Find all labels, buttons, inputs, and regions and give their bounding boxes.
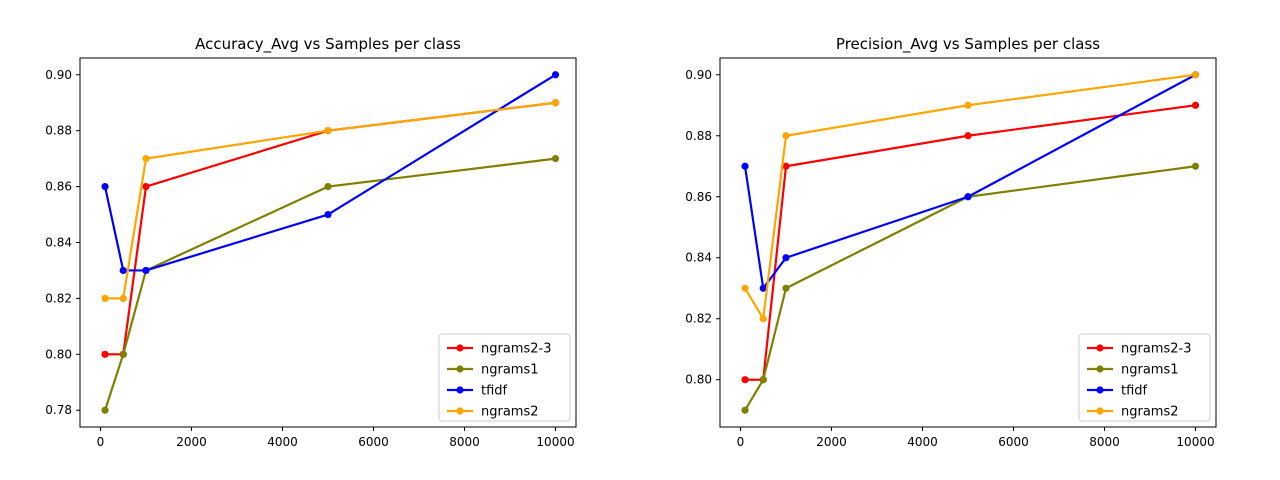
data-point-tfidf xyxy=(101,182,109,191)
y-tick-label: 0.82 xyxy=(685,312,712,326)
data-point-ngrams2 xyxy=(119,294,127,303)
y-tick-label: 0.88 xyxy=(45,124,72,138)
data-point-ngrams1 xyxy=(119,350,127,358)
x-tick-label: 2000 xyxy=(176,435,207,449)
data-point-ngrams2-3 xyxy=(964,132,972,140)
data-point-tfidf xyxy=(324,210,332,219)
x-tick-label: 6000 xyxy=(358,435,389,449)
data-point-tfidf xyxy=(551,71,560,79)
data-point-ngrams2 xyxy=(142,155,150,163)
legend-marker xyxy=(1096,365,1104,373)
legend-marker xyxy=(456,365,464,373)
chart-title: Precision_Avg vs Samples per class xyxy=(836,35,1100,54)
legend: ngrams2-3 ngrams1 tfidf ngrams2 xyxy=(1078,333,1211,422)
plot-frame xyxy=(719,57,1217,428)
data-point-ngrams2 xyxy=(759,315,767,323)
data-point-ngrams1 xyxy=(782,284,790,292)
x-tick-label: 0 xyxy=(737,435,745,449)
legend-marker xyxy=(456,407,464,415)
y-tick-label: 0.90 xyxy=(45,68,72,82)
y-tick-label: 0.86 xyxy=(685,190,712,204)
data-point-ngrams2-3 xyxy=(741,376,749,384)
y-tick-label: 0.84 xyxy=(45,236,72,250)
data-point-tfidf xyxy=(782,254,790,262)
y-tick-label: 0.88 xyxy=(685,129,712,143)
data-point-ngrams2-3 xyxy=(1191,101,1200,109)
data-point-ngrams1 xyxy=(759,376,767,384)
data-point-ngrams1 xyxy=(101,406,109,414)
data-point-tfidf xyxy=(759,284,767,292)
data-point-ngrams1 xyxy=(741,406,749,414)
data-point-ngrams2 xyxy=(101,294,109,303)
y-tick-label: 0.78 xyxy=(45,403,72,417)
legend-marker xyxy=(1096,407,1104,415)
data-point-ngrams2 xyxy=(964,101,972,109)
x-tick-label: 10000 xyxy=(536,435,574,449)
x-tick-label: 4000 xyxy=(267,435,298,449)
legend-label: ngrams2-3 xyxy=(1121,342,1191,357)
data-point-ngrams2 xyxy=(1191,71,1200,79)
y-tick-label: 0.84 xyxy=(685,251,712,265)
x-tick-label: 8000 xyxy=(449,435,480,449)
y-tick-label: 0.86 xyxy=(45,180,72,194)
legend-label: ngrams2 xyxy=(1121,405,1179,420)
x-tick-label: 8000 xyxy=(1089,435,1120,449)
x-tick-label: 0 xyxy=(97,435,105,449)
data-point-ngrams2 xyxy=(782,132,790,140)
legend-marker xyxy=(1096,386,1104,394)
legend: ngrams2-3 ngrams1 tfidf ngrams2 xyxy=(438,333,571,422)
data-point-ngrams1 xyxy=(1191,162,1200,170)
series-line-tfidf xyxy=(103,73,557,272)
x-tick-label: 6000 xyxy=(998,435,1029,449)
legend-marker xyxy=(456,344,464,352)
y-tick-label: 0.82 xyxy=(45,291,72,305)
data-point-tfidf xyxy=(964,193,972,201)
legend-label: ngrams1 xyxy=(481,363,539,378)
precision-chart: Precision_Avg vs Samples per class 0 2000 4… xyxy=(685,35,1217,449)
data-point-tfidf xyxy=(119,266,127,275)
y-tick-label: 0.80 xyxy=(45,347,72,361)
data-point-ngrams1 xyxy=(551,155,560,163)
y-tick-label: 0.90 xyxy=(685,68,712,82)
legend-label: tfidf xyxy=(1121,384,1148,399)
data-point-ngrams2 xyxy=(551,99,560,107)
data-point-tfidf xyxy=(741,162,749,170)
data-point-ngrams2 xyxy=(741,284,749,292)
legend-label: ngrams1 xyxy=(1121,363,1179,378)
data-point-ngrams1 xyxy=(324,182,332,191)
data-point-ngrams2-3 xyxy=(101,350,109,358)
data-point-tfidf xyxy=(142,266,150,275)
data-point-ngrams2 xyxy=(324,127,332,135)
series-line-ngrams2-3 xyxy=(105,101,556,356)
legend-label: ngrams2 xyxy=(481,405,539,420)
x-tick-label: 2000 xyxy=(816,435,847,449)
chart-title: Accuracy_Avg vs Samples per class xyxy=(195,35,461,54)
legend-marker xyxy=(456,386,464,394)
accuracy-chart: Accuracy_Avg vs Samples per class 0 2000 40… xyxy=(45,35,577,449)
x-tick-label: 4000 xyxy=(907,435,938,449)
x-tick-label: 10000 xyxy=(1176,435,1214,449)
y-tick-label: 0.80 xyxy=(685,373,712,387)
legend-box xyxy=(1078,333,1211,422)
data-point-ngrams2-3 xyxy=(142,182,150,191)
plot-frame xyxy=(79,57,577,428)
legend-marker xyxy=(1096,344,1104,352)
legend-box xyxy=(438,333,571,422)
data-point-ngrams2-3 xyxy=(782,162,790,170)
legend-label: ngrams2-3 xyxy=(481,342,551,357)
legend-label: tfidf xyxy=(481,384,508,399)
